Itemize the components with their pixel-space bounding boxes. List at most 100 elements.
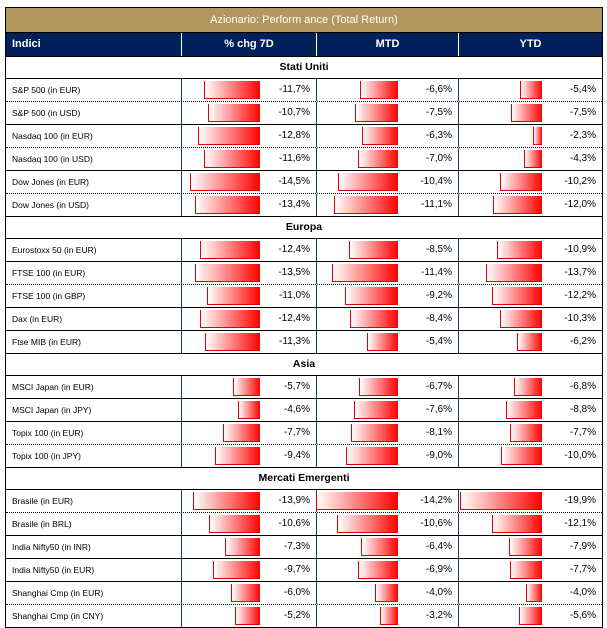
- table-row: Nasdaq 100 (in USD) -11,6% -7,0% -4,3%: [6, 148, 602, 171]
- cell-chg7d: -7,3%: [181, 536, 316, 558]
- bar-ytd: [519, 81, 542, 99]
- cell-ytd: -6,8%: [458, 376, 602, 398]
- header-row: Indici % chg 7D MTD YTD: [6, 33, 602, 57]
- bar-ytd: [492, 196, 542, 214]
- table-row: FTSE 100 (in EUR) -13,5% -11,4% -13,7%: [6, 262, 602, 285]
- value-mtd: -11,1%: [421, 199, 452, 210]
- value-ytd: -6,8%: [569, 381, 596, 392]
- table-row: FTSE 100 (in GBP) -11,0% -9,2% -12,2%: [6, 285, 602, 308]
- value-chg7d: -11,0%: [279, 290, 310, 301]
- cell-mtd: -14,2%: [316, 490, 458, 512]
- bar-mtd: [366, 333, 398, 351]
- value-chg7d: -9,7%: [283, 564, 310, 575]
- cell-chg7d: -10,7%: [181, 102, 316, 124]
- bar-mtd: [379, 607, 398, 625]
- bar-chg7d: [214, 447, 260, 465]
- bar-mtd: [358, 561, 398, 579]
- cell-mtd: -8,4%: [316, 308, 458, 330]
- index-name: S&P 500 (in EUR): [12, 85, 81, 95]
- bar-ytd: [491, 287, 542, 305]
- value-mtd: -6,3%: [425, 130, 452, 141]
- bar-ytd: [492, 515, 542, 533]
- table-row: Nasdaq 100 (in EUR) -12,8% -6,3% -2,3%: [6, 125, 602, 148]
- cell-chg7d: -4,6%: [181, 399, 316, 421]
- index-name: Brasile (in BRL): [12, 519, 72, 529]
- header-mtd: MTD: [316, 33, 458, 56]
- index-name: MSCI Japan (in JPY): [12, 405, 92, 415]
- section-header: Asia: [6, 354, 602, 376]
- cell-ytd: -6,2%: [458, 331, 602, 353]
- table-row: Shanghai Cmp (in EUR) -6,0% -4,0% -4,0%: [6, 582, 602, 605]
- table-row: Shanghai Cmp (in CNY) -5,2% -3,2% -5,6%: [6, 605, 602, 627]
- cell-mtd: -11,4%: [316, 262, 458, 284]
- table-row: Brasile (in BRL) -10,6% -10,6% -12,1%: [6, 513, 602, 536]
- cell-chg7d: -14,5%: [181, 171, 316, 193]
- bar-chg7d: [192, 492, 260, 510]
- cell-ytd: -2,3%: [458, 125, 602, 147]
- index-name: India Nifty50 (in INR): [12, 542, 91, 552]
- bar-ytd: [509, 538, 542, 556]
- bar-chg7d: [195, 196, 260, 214]
- table-body: Stati Uniti S&P 500 (in EUR) -11,7% -6,6% -5…: [6, 57, 602, 627]
- bar-chg7d: [232, 378, 260, 396]
- bar-mtd: [361, 127, 398, 145]
- index-name: Shanghai Cmp (in EUR): [12, 588, 104, 598]
- cell-mtd: -6,6%: [316, 79, 458, 101]
- value-chg7d: -13,5%: [278, 267, 310, 278]
- bar-chg7d: [208, 104, 260, 122]
- bar-ytd: [518, 607, 542, 625]
- index-name: Topix 100 (in JPY): [12, 451, 81, 461]
- value-ytd: -8,8%: [569, 404, 596, 415]
- index-name: Eurostoxx 50 (in EUR): [12, 245, 97, 255]
- value-chg7d: -13,4%: [278, 199, 310, 210]
- bar-ytd: [516, 333, 542, 351]
- cell-mtd: -6,3%: [316, 125, 458, 147]
- index-name: Ftse MIB (in EUR): [12, 337, 81, 347]
- cell-mtd: -9,2%: [316, 285, 458, 307]
- bar-chg7d: [200, 310, 260, 328]
- index-name: Dow Jones (in USD): [12, 200, 89, 210]
- value-ytd: -10,0%: [564, 450, 596, 461]
- value-mtd: -9,2%: [425, 290, 452, 301]
- bar-ytd: [497, 241, 542, 259]
- cell-chg7d: -12,4%: [181, 308, 316, 330]
- cell-ytd: -7,9%: [458, 536, 602, 558]
- index-name: Nasdaq 100 (in USD): [12, 154, 93, 164]
- bar-chg7d: [203, 81, 260, 99]
- value-mtd: -8,5%: [425, 244, 452, 255]
- header-indici: Indici: [12, 38, 41, 50]
- bar-mtd: [348, 241, 398, 259]
- cell-chg7d: -11,6%: [181, 148, 316, 170]
- cell-mtd: -10,4%: [316, 171, 458, 193]
- index-name: Dax (in EUR): [12, 314, 63, 324]
- cell-mtd: -8,5%: [316, 239, 458, 261]
- cell-ytd: -19,9%: [458, 490, 602, 512]
- cell-ytd: -5,6%: [458, 605, 602, 627]
- cell-chg7d: -13,4%: [181, 194, 316, 216]
- bar-mtd: [354, 104, 398, 122]
- table-row: Topix 100 (in JPY) -9,4% -9,0% -10,0%: [6, 445, 602, 468]
- cell-mtd: -6,9%: [316, 559, 458, 581]
- cell-mtd: -4,0%: [316, 582, 458, 604]
- cell-mtd: -8,1%: [316, 422, 458, 444]
- index-name: FTSE 100 (in EUR): [12, 268, 86, 278]
- value-ytd: -13,7%: [564, 267, 596, 278]
- cell-mtd: -7,5%: [316, 102, 458, 124]
- bar-mtd: [359, 81, 398, 99]
- value-mtd: -6,9%: [425, 564, 452, 575]
- value-ytd: -7,9%: [569, 541, 596, 552]
- performance-table: Azionario: Perform ance (Total Return) I…: [5, 7, 603, 628]
- value-chg7d: -11,7%: [279, 84, 310, 95]
- bar-ytd: [511, 104, 542, 122]
- bar-ytd: [514, 378, 542, 396]
- index-name: S&P 500 (in USD): [12, 108, 81, 118]
- table-row: Brasile (in EUR) -13,9% -14,2% -19,9%: [6, 490, 602, 513]
- bar-ytd: [460, 492, 542, 510]
- bar-mtd: [332, 264, 398, 282]
- table-row: Dow Jones (in USD) -13,4% -11,1% -12,0%: [6, 194, 602, 217]
- bar-mtd: [316, 492, 398, 510]
- cell-mtd: -10,6%: [316, 513, 458, 535]
- table-row: MSCI Japan (in EUR) -5,7% -6,7% -6,8%: [6, 376, 602, 399]
- bar-mtd: [351, 424, 398, 442]
- cell-mtd: -11,1%: [316, 194, 458, 216]
